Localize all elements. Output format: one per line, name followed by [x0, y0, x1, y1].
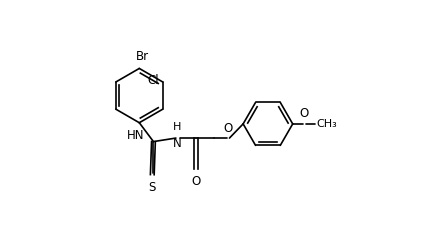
Text: Br: Br [136, 50, 149, 63]
Text: HN: HN [127, 129, 145, 142]
Text: O: O [299, 107, 308, 120]
Text: O: O [191, 175, 200, 188]
Text: CH₃: CH₃ [316, 119, 337, 129]
Text: Cl: Cl [148, 74, 159, 87]
Text: H: H [173, 122, 181, 132]
Text: N: N [173, 137, 181, 150]
Text: S: S [149, 181, 156, 194]
Text: O: O [223, 122, 232, 135]
